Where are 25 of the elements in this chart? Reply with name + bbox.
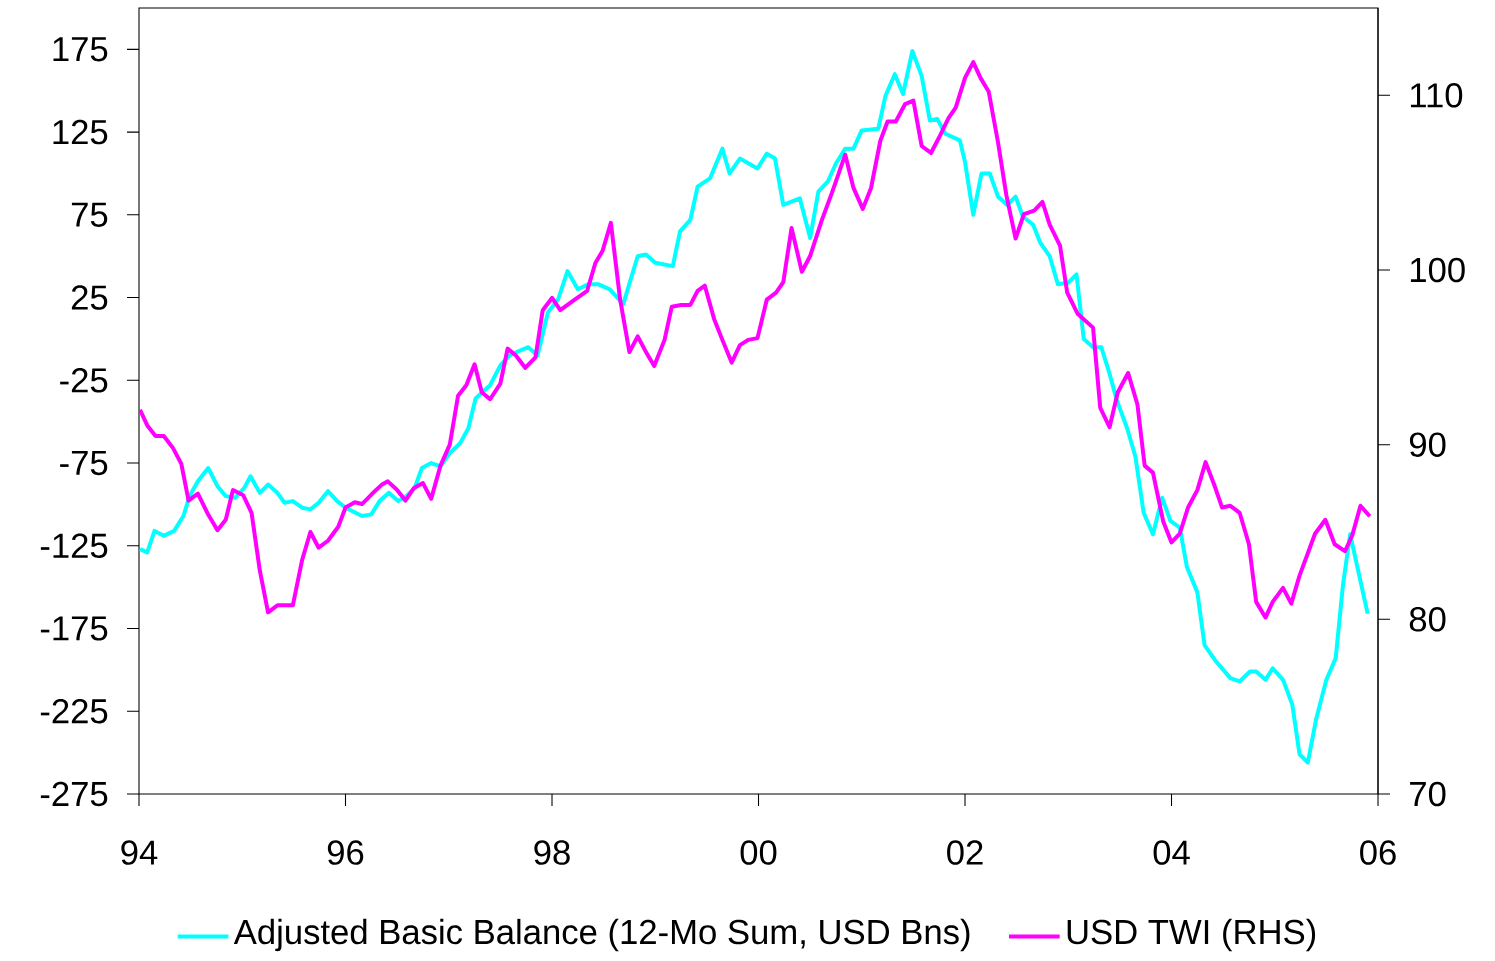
x-tick-label: 06: [1360, 840, 1396, 865]
line-series: [139, 49, 1370, 765]
y2-tick-label: 110: [1410, 83, 1463, 108]
x-tick-label: 98: [534, 840, 570, 865]
x-tick-label: 00: [740, 840, 777, 865]
y-tick-label: 125: [53, 119, 108, 145]
x-tick-label: 02: [947, 840, 983, 865]
x-tick-label: 94: [121, 840, 158, 865]
y-tick-label: -75: [60, 450, 108, 476]
y-tick-label: -275: [40, 781, 108, 807]
legend-label: Adjusted Basic Balance (12-Mo Sum, USD Bns): [233, 918, 970, 952]
y-tick-label: 175: [53, 37, 108, 62]
legend-label: USD TWI (RHS): [1067, 918, 1316, 952]
x-tick-label: 96: [327, 840, 364, 865]
x-tick-label: 04: [1153, 840, 1190, 865]
y2-tick-label: 100: [1410, 257, 1465, 283]
y-tick-label: -25: [60, 368, 108, 393]
y2-tick-label: 90: [1409, 432, 1446, 457]
y2-tick-label: 80: [1409, 607, 1446, 632]
y-tick-label: -175: [40, 616, 108, 641]
y-tick-label: 75: [71, 202, 108, 227]
y-tick-label: -125: [40, 533, 108, 559]
y2-tick-label: 70: [1410, 781, 1446, 807]
y-tick-label: 25: [71, 285, 108, 310]
y-tick-label: -225: [40, 698, 108, 724]
